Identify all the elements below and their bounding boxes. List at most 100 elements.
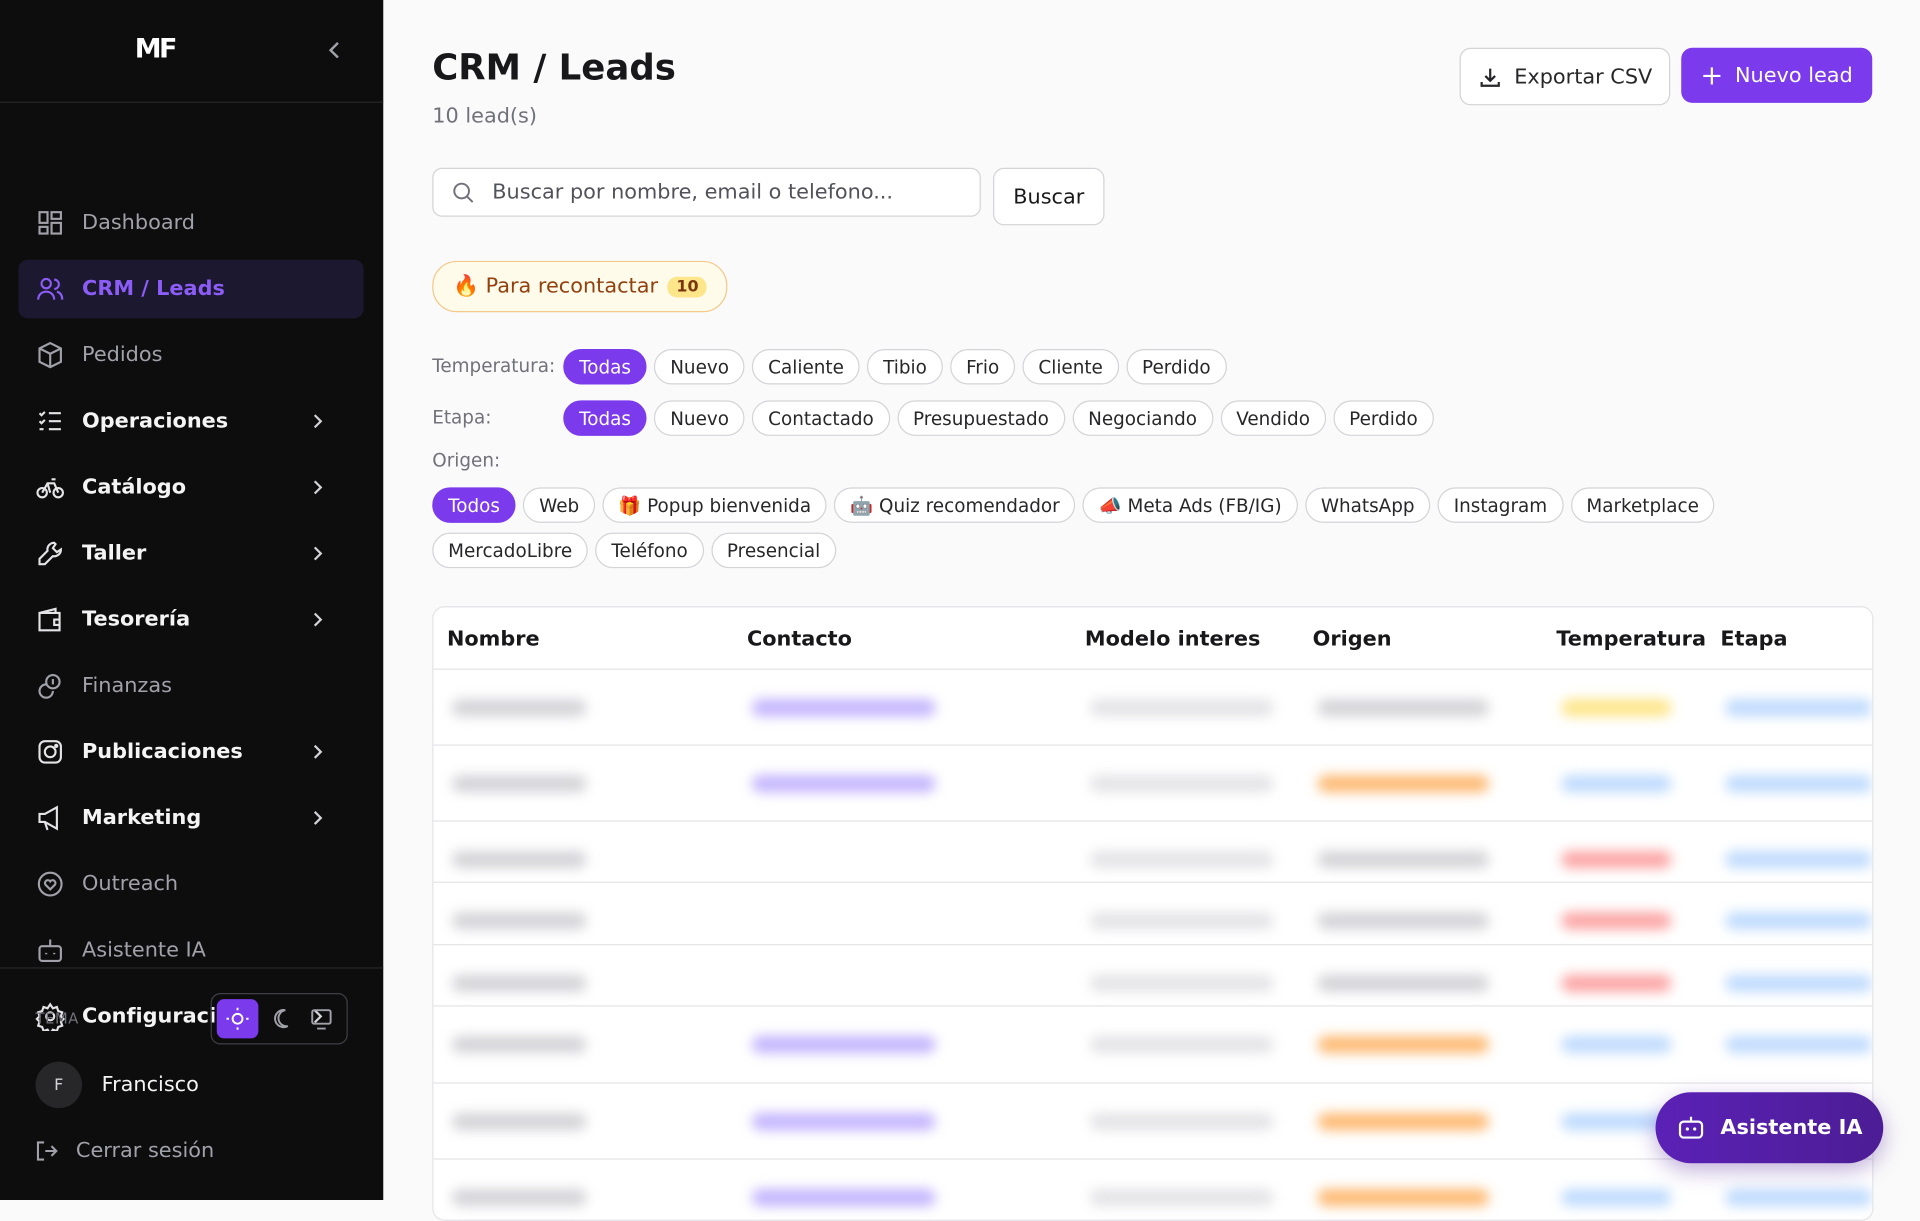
table-row[interactable] [433,1158,1873,1219]
table-row[interactable] [433,668,1873,746]
recontact-label: 🔥 Para recontactar [453,274,659,299]
filter-chip[interactable]: 🎁 Popup bienvenida [602,487,828,523]
filter-chip[interactable]: Web [523,487,596,523]
nav-label: Asistente IA [82,937,206,963]
search-button[interactable]: Buscar [993,167,1105,226]
table-row[interactable] [433,744,1873,821]
search-input[interactable]: Buscar por nombre, email o telefono... [432,167,981,217]
filter-chip[interactable]: Presupuestado [897,400,1065,436]
nav-item[interactable]: Catálogo [18,458,363,517]
redacted-cell [1725,912,1873,930]
nav-item[interactable]: Marketing [18,789,363,848]
nav-label: Finanzas [82,673,172,698]
collapse-button[interactable] [324,39,344,61]
nav-item[interactable]: Taller [18,524,363,583]
redacted-cell [1561,974,1672,992]
redacted-cell [1317,851,1489,869]
theme-icons[interactable] [212,994,347,1043]
assistant-button[interactable]: Asistente IA [1655,1092,1884,1164]
nav-item[interactable]: Outreach [18,855,363,914]
logout-icon [36,1141,58,1161]
redacted-cell [1561,1035,1672,1054]
search-icon [453,182,474,203]
redacted-cell [1561,1113,1672,1131]
redacted-cell [451,699,587,717]
column-header: Temperatura [1556,626,1707,652]
nav-item[interactable]: Operaciones [18,392,363,451]
filter-chip[interactable]: Marketplace [1570,487,1715,523]
filter-chip[interactable]: Todos [432,487,516,523]
assistant-label: Asistente IA [1720,1115,1863,1140]
submenu-chevron [313,414,323,429]
filter-chip[interactable]: Caliente [752,348,860,385]
divider [0,967,384,969]
nav-icon [38,805,58,831]
nav-icon [38,673,61,699]
filter-chip[interactable]: Frio [950,348,1016,385]
nav-label: Dashboard [82,210,195,236]
nav-label: Catálogo [82,475,187,500]
nav-label: Tesorería [82,607,191,632]
table-row[interactable] [433,820,1873,882]
logout[interactable]: Cerrar sesión [34,1139,214,1163]
nav-icon [35,1002,65,1032]
filter-chip[interactable]: Nuevo [654,400,745,436]
redacted-cell [1089,775,1274,793]
nav-label: Operaciones [82,408,229,434]
redacted-cell [1561,775,1672,793]
filter-chips: Todas Nuevo Caliente Tibio Frio Cliente Perdid… [563,348,1861,385]
filter-chip[interactable]: 📣 Meta Ads (FB/IG) [1082,487,1298,523]
filter-chip[interactable]: Todas [563,400,647,436]
filter-chip[interactable]: Contactado [752,400,890,436]
main: CRM / Leads 10 lead(s) Exportar CSV Nuev… [384,0,1920,1221]
redacted-cell [451,912,587,930]
submenu-chevron [313,612,323,627]
nav-label: CRM / Leads [82,276,225,302]
filter-chip[interactable]: Presencial [711,532,837,569]
filter-chip[interactable]: Perdido [1126,348,1227,385]
filter-chip[interactable]: Perdido [1333,400,1434,436]
submenu-chevron [313,744,323,759]
nav-icon [37,871,63,897]
nav-icon [38,939,62,962]
table-row[interactable] [433,1005,1873,1083]
filter-chip[interactable]: Cliente [1022,348,1119,385]
table-row[interactable] [433,881,1873,946]
nav-item[interactable]: Finanzas [18,656,363,715]
filter-chip[interactable]: Tibio [867,348,943,385]
nav-label: Marketing [82,805,202,831]
nav-item[interactable]: Publicaciones [18,722,363,781]
export-button[interactable]: Exportar CSV [1459,47,1671,106]
nav-item[interactable]: Tesorería [18,590,363,649]
nav-item[interactable]: Dashboard [18,193,363,252]
recontact-chip[interactable]: 🔥 Para recontactar 10 [432,260,728,313]
filter-chip[interactable]: Instagram [1437,487,1564,523]
filter-chip[interactable]: Todas [563,348,647,385]
redacted-cell [1317,1113,1489,1131]
nav-item[interactable]: CRM / Leads [18,259,364,319]
filter-chip[interactable]: 🤖 Quiz recomendador [834,487,1076,523]
redacted-cell [451,851,587,869]
nav-item[interactable]: Pedidos [18,326,363,385]
redacted-cell [1561,851,1672,869]
new-lead-button[interactable]: Nuevo lead [1681,47,1873,103]
column-header: Nombre [446,626,540,652]
filter-chip[interactable]: Teléfono [595,532,704,569]
submenu-chevron [313,811,323,825]
filter-chip[interactable]: Nuevo [654,348,745,385]
filter-chip[interactable]: MercadoLibre [432,532,589,569]
filter-chip[interactable]: WhatsApp [1304,487,1431,523]
nav-item[interactable]: Asistente IA [18,921,363,980]
redacted-cell [751,699,936,717]
nav-icon [36,478,64,499]
search-placeholder: Buscar por nombre, email o telefono... [492,180,894,205]
nav-label: Taller [82,541,147,566]
filter-chip[interactable]: Vendido [1220,400,1326,436]
filter-label: Origen: [432,449,501,472]
leads-table: Nombre Contacto Modelo interes Origen Temper… [432,606,1874,1221]
table-row[interactable] [433,944,1873,1006]
filter-chip[interactable]: Negociando [1072,400,1213,436]
page-title: CRM / Leads [432,46,676,89]
new-lead-label: Nuevo lead [1734,63,1853,88]
